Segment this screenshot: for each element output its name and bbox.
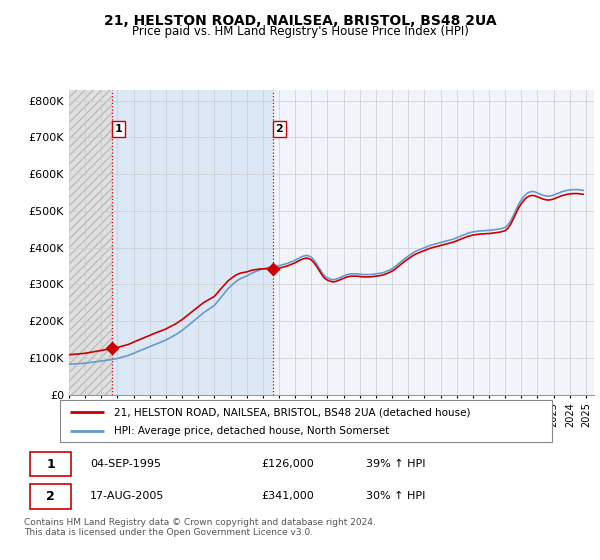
Text: 1: 1 xyxy=(46,458,55,470)
FancyBboxPatch shape xyxy=(29,484,71,508)
Bar xyxy=(112,90,273,395)
Text: £341,000: £341,000 xyxy=(262,491,314,501)
Text: Price paid vs. HM Land Registry's House Price Index (HPI): Price paid vs. HM Land Registry's House … xyxy=(131,25,469,38)
Text: 2: 2 xyxy=(46,490,55,503)
Text: 1: 1 xyxy=(115,124,122,134)
Bar xyxy=(69,90,112,395)
Text: HPI: Average price, detached house, North Somerset: HPI: Average price, detached house, Nort… xyxy=(114,426,389,436)
Text: 04-SEP-1995: 04-SEP-1995 xyxy=(90,459,161,469)
Text: 30% ↑ HPI: 30% ↑ HPI xyxy=(366,491,425,501)
Text: 2: 2 xyxy=(275,124,283,134)
FancyBboxPatch shape xyxy=(29,452,71,477)
Text: £126,000: £126,000 xyxy=(262,459,314,469)
Text: 21, HELSTON ROAD, NAILSEA, BRISTOL, BS48 2UA: 21, HELSTON ROAD, NAILSEA, BRISTOL, BS48… xyxy=(104,14,496,28)
Bar xyxy=(273,90,594,395)
Text: 17-AUG-2005: 17-AUG-2005 xyxy=(90,491,164,501)
Text: 39% ↑ HPI: 39% ↑ HPI xyxy=(366,459,426,469)
Text: Contains HM Land Registry data © Crown copyright and database right 2024.
This d: Contains HM Land Registry data © Crown c… xyxy=(24,518,376,538)
Text: 21, HELSTON ROAD, NAILSEA, BRISTOL, BS48 2UA (detached house): 21, HELSTON ROAD, NAILSEA, BRISTOL, BS48… xyxy=(114,407,470,417)
Bar xyxy=(69,90,112,395)
